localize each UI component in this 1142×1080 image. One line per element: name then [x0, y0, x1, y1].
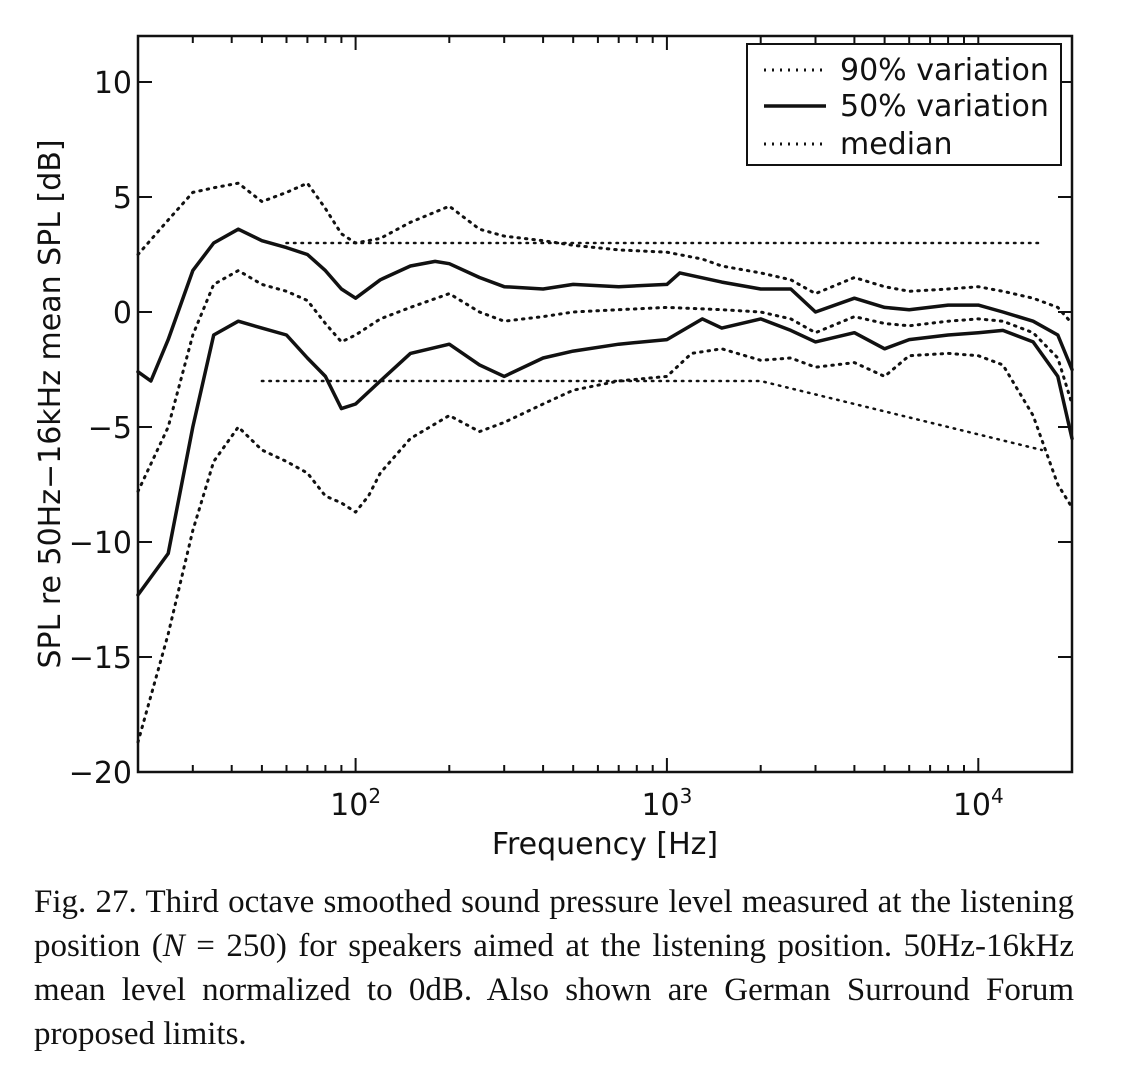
- series-line-upper-0: [136, 181, 1074, 325]
- series-line-median-2: [136, 269, 1074, 493]
- y-tick-label: 10: [94, 66, 132, 101]
- y-tick-label: 5: [113, 181, 132, 216]
- legend: 90% variation 50% variation median: [746, 43, 1062, 166]
- figure-caption: Fig. 27. Third octave smoothed sound pre…: [34, 880, 1074, 1056]
- series-line-lower-3: [136, 317, 1074, 597]
- y-axis-label: SPL re 50Hz−16kHz mean SPL [dB]: [33, 139, 68, 668]
- x-axis-label: Frequency [Hz]: [492, 827, 718, 862]
- legend-label-1: 90% variation: [840, 53, 1049, 88]
- series-line-limit-6: [260, 379, 1044, 452]
- legend-label-2: 50% variation: [840, 89, 1049, 124]
- x-tick-label: 102: [330, 784, 381, 823]
- y-tick-label: −5: [88, 411, 132, 446]
- y-tick-label: −15: [69, 641, 132, 676]
- y-tick-label: −10: [69, 526, 132, 561]
- series-line-lower-4: [136, 347, 1074, 744]
- series-line-upper-1: [136, 227, 1074, 383]
- series-layer: [136, 181, 1074, 744]
- x-tick-label: 103: [641, 784, 692, 823]
- y-tick-label: −20: [69, 756, 132, 791]
- caption-italic: N: [162, 928, 185, 964]
- x-tick-label: 104: [953, 784, 1004, 823]
- y-tick-label: 0: [113, 296, 132, 331]
- caption-prefix: Fig. 27. Third octave smoothed sound pre…: [34, 884, 1074, 964]
- legend-label-3: median: [840, 127, 952, 162]
- caption-suffix: = 250) for speakers aimed at the listeni…: [34, 928, 1074, 1052]
